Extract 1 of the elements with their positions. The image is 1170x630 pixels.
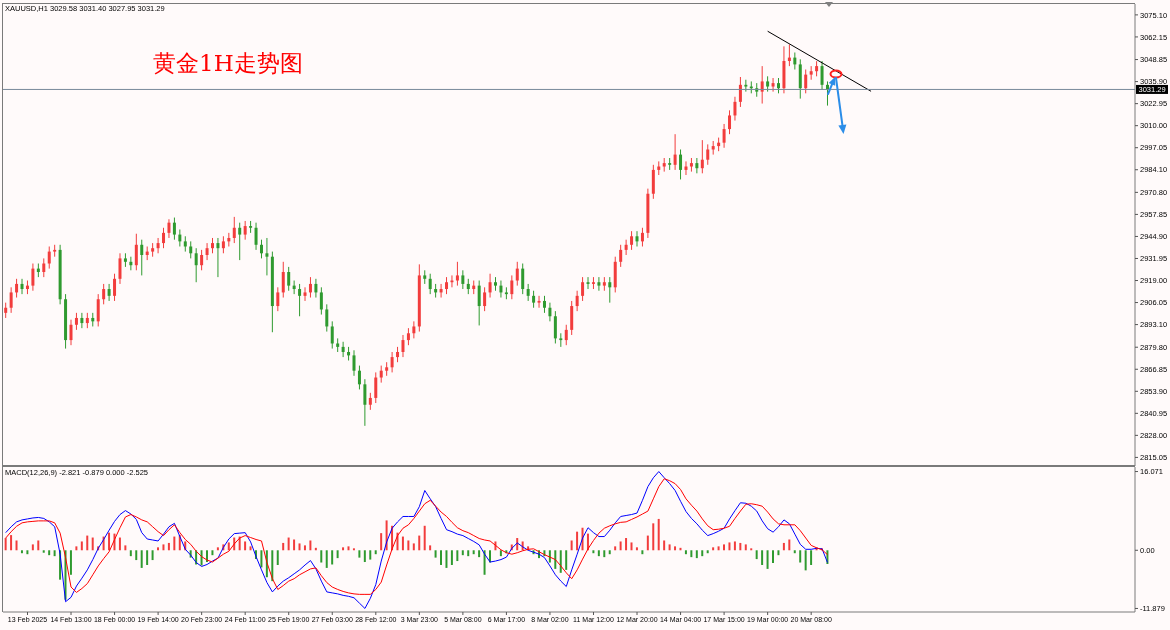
text: 黄金1H走势图	[153, 50, 303, 76]
